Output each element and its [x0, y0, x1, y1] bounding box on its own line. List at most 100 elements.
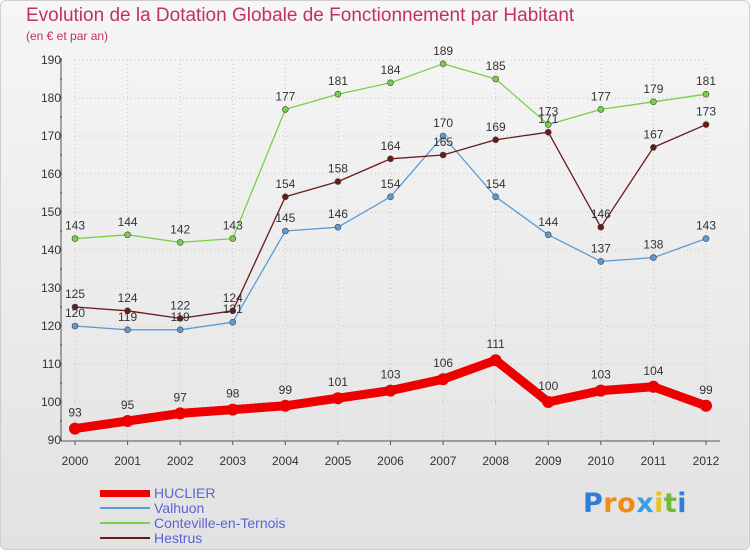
y-tick-label: 180 — [41, 91, 61, 105]
data-point-valhuon — [229, 318, 237, 326]
data-point-conteville-en-ternois — [71, 235, 79, 242]
y-tick-label: 140 — [41, 243, 61, 257]
data-point-hestrus — [544, 128, 552, 136]
data-point-hestrus — [597, 223, 605, 231]
data-label-conteville-en-ternois: 173 — [538, 105, 558, 119]
data-label-huclier: 103 — [591, 368, 611, 382]
data-label-hestrus: 165 — [433, 135, 453, 149]
x-tick-label: 2004 — [272, 454, 299, 468]
data-point-conteville-en-ternois — [544, 121, 552, 128]
data-label-huclier: 111 — [487, 337, 506, 351]
data-label-huclier: 97 — [173, 390, 187, 404]
x-tick-label: 2010 — [587, 454, 614, 468]
data-point-valhuon — [124, 326, 131, 334]
data-point-conteville-en-ternois — [387, 79, 394, 87]
data-label-valhuon: 144 — [538, 215, 558, 229]
logo-letter: t — [663, 488, 678, 519]
data-label-huclier: 104 — [643, 364, 663, 378]
x-tick-label: 2007 — [430, 454, 457, 468]
data-point-conteville-en-ternois — [492, 75, 499, 83]
data-point-hestrus — [124, 307, 131, 315]
data-point-hestrus — [387, 155, 394, 163]
data-label-valhuon: 143 — [696, 219, 716, 233]
data-point-hestrus — [282, 193, 289, 201]
y-tick-label: 150 — [41, 205, 61, 219]
logo-letter: i — [677, 488, 688, 519]
x-tick-label: 2012 — [693, 454, 720, 468]
logo-letter: r — [603, 488, 618, 519]
data-label-conteville-en-ternois: 177 — [275, 89, 295, 103]
y-tick-label: 90 — [48, 433, 62, 447]
data-point-hestrus — [650, 144, 657, 151]
data-label-valhuon: 154 — [486, 177, 506, 191]
x-tick-label: 2005 — [325, 454, 352, 468]
data-label-valhuon: 119 — [171, 310, 190, 324]
data-label-conteville-en-ternois: 181 — [696, 74, 716, 88]
data-point-huclier — [331, 392, 344, 405]
data-point-huclier — [594, 384, 607, 397]
legend-label-conteville: Conteville-en-Ternois — [154, 515, 286, 531]
legend-swatch-conteville — [100, 522, 150, 524]
data-point-hestrus — [492, 136, 499, 144]
data-label-valhuon: 145 — [275, 211, 295, 225]
data-label-hestrus: 164 — [380, 139, 400, 153]
data-point-hestrus — [176, 315, 184, 322]
data-point-valhuon — [650, 254, 657, 261]
data-label-valhuon: 154 — [380, 177, 400, 191]
logo-letter: P — [583, 488, 604, 519]
data-point-huclier — [121, 415, 134, 427]
data-point-huclier — [437, 373, 450, 386]
data-label-hestrus: 171 — [538, 112, 558, 126]
y-tick-label: 190 — [41, 53, 61, 67]
data-label-conteville-en-ternois: 185 — [486, 59, 506, 73]
data-point-valhuon — [597, 258, 605, 265]
x-tick-label: 2008 — [482, 454, 509, 468]
data-point-conteville-en-ternois — [702, 90, 710, 98]
x-tick-label: 2003 — [219, 454, 246, 468]
data-label-valhuon: 119 — [118, 310, 137, 324]
logo-letter: i — [654, 488, 664, 519]
data-point-hestrus — [439, 151, 447, 159]
data-point-hestrus — [702, 121, 710, 128]
data-point-valhuon — [71, 322, 79, 330]
data-label-conteville-en-ternois: 184 — [380, 63, 400, 77]
y-tick-label: 170 — [41, 129, 61, 143]
data-point-conteville-en-ternois — [650, 98, 657, 106]
data-point-hestrus — [229, 307, 237, 315]
data-point-valhuon — [492, 193, 499, 201]
data-label-conteville-en-ternois: 177 — [591, 89, 611, 103]
data-label-hestrus: 154 — [275, 177, 295, 191]
legend-label-hestrus: Hestrus — [154, 530, 203, 546]
y-tick-label: 120 — [41, 319, 61, 333]
data-point-hestrus — [71, 303, 79, 311]
data-label-hestrus: 146 — [591, 207, 611, 221]
data-point-conteville-en-ternois — [334, 90, 342, 98]
data-point-valhuon — [439, 132, 447, 140]
legend-swatch-valhuon — [100, 507, 150, 509]
data-label-hestrus: 167 — [643, 127, 663, 141]
data-label-huclier: 100 — [538, 379, 558, 393]
data-point-huclier — [69, 422, 81, 435]
data-point-huclier — [542, 396, 555, 408]
x-tick-label: 2002 — [167, 454, 194, 468]
series-line-conteville-en-ternois — [74, 63, 707, 244]
data-point-conteville-en-ternois — [439, 60, 447, 68]
data-point-valhuon — [387, 193, 394, 201]
data-label-hestrus: 124 — [118, 291, 138, 305]
chart-title: Evolution de la Dotation Globale de Fonc… — [26, 5, 575, 26]
data-label-huclier: 101 — [328, 375, 348, 389]
data-label-valhuon: 138 — [643, 238, 663, 252]
data-point-conteville-en-ternois — [176, 239, 184, 246]
data-label-conteville-en-ternois: 181 — [328, 74, 348, 88]
data-label-hestrus: 169 — [486, 120, 506, 134]
data-label-huclier: 99 — [699, 383, 713, 397]
data-label-huclier: 99 — [279, 383, 293, 397]
data-point-huclier — [279, 399, 292, 412]
data-point-huclier — [226, 403, 239, 416]
data-label-hestrus: 125 — [65, 287, 85, 301]
data-label-huclier: 93 — [68, 406, 82, 420]
data-label-hestrus: 122 — [170, 298, 190, 312]
data-point-valhuon — [702, 235, 710, 242]
data-point-huclier — [700, 399, 712, 412]
